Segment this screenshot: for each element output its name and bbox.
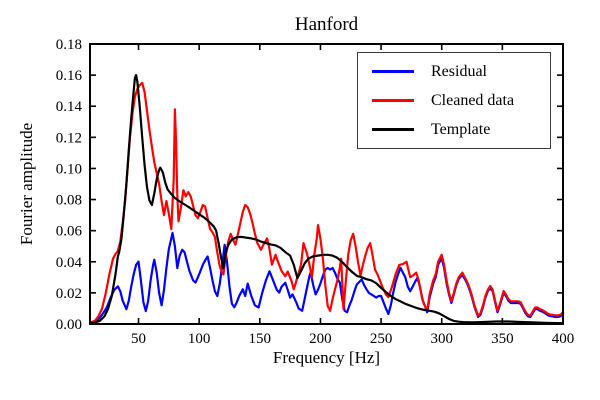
x-tick-label: 350	[491, 331, 514, 347]
series-line-residual	[88, 231, 565, 325]
series-line-template	[88, 73, 565, 325]
y-tick-label: 0.10	[56, 161, 82, 177]
x-tick-label: 400	[552, 331, 575, 347]
template-line-sample	[372, 128, 414, 131]
y-axis-label: Fourier amplitude	[17, 122, 36, 246]
y-tick-label: 0.06	[56, 224, 83, 240]
legend-label-residual: Residual	[431, 62, 487, 80]
residual-line-sample	[372, 70, 414, 73]
chart-title: Hanford	[294, 14, 359, 35]
legend-item-residual: Residual	[372, 62, 550, 80]
y-tick-label: 0.14	[56, 99, 83, 115]
legend-label-cleaned-data: Cleaned data	[431, 91, 515, 109]
x-tick-label: 300	[430, 331, 453, 347]
x-axis-label: Frequency [Hz]	[272, 348, 381, 367]
series-line-cleaned-data	[88, 81, 565, 324]
cleaned-data-line-sample	[372, 99, 414, 102]
x-tick-label: 200	[309, 331, 332, 347]
y-tick-label: 0.04	[56, 255, 83, 271]
y-tick-label: 0.00	[56, 317, 82, 333]
x-tick-label: 50	[131, 331, 146, 347]
y-tick-label: 0.18	[56, 37, 82, 53]
y-tick-label: 0.02	[56, 286, 82, 302]
x-tick-label: 250	[370, 331, 393, 347]
x-tick-label: 100	[188, 331, 211, 347]
plot-frame	[89, 43, 564, 325]
x-tick-label: 150	[249, 331, 272, 347]
legend-item-template: Template	[372, 120, 550, 138]
legend-item-cleaned-data: Cleaned data	[372, 91, 550, 109]
y-tick-label: 0.12	[56, 130, 82, 146]
y-tick-label: 0.16	[56, 68, 83, 84]
y-tick-label: 0.08	[56, 193, 82, 209]
legend-label-template: Template	[431, 120, 491, 138]
legend: Residual Cleaned data Template	[357, 52, 551, 149]
